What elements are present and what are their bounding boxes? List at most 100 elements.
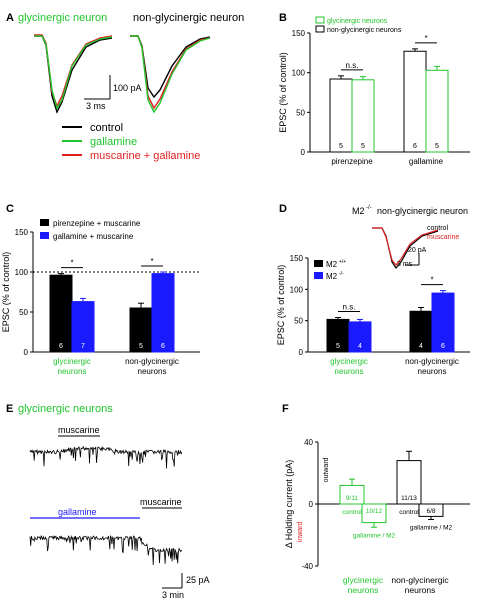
- panel-d-inset-scale-x: 3 ms: [397, 261, 413, 268]
- panel-c-chart: 0 50 100 150 EPSC (% of control) 6 7 * glycinerg…: [1, 219, 200, 376]
- significance-label: *: [424, 34, 427, 43]
- panel-e-scalebar: [162, 573, 183, 589]
- panel-b-letter: B: [279, 12, 287, 24]
- bar: [329, 78, 353, 153]
- panel-c-letter: C: [6, 203, 14, 215]
- y-tick-label: 100: [290, 285, 304, 294]
- bar: [151, 273, 175, 353]
- panel-e-trace2-label-b: muscarine: [140, 497, 182, 507]
- panel-a-left-title: glycinergic neuron: [18, 12, 107, 24]
- panel-a-legend-control: control: [90, 122, 123, 134]
- panel-e-trace2-label-a: gallamine: [58, 507, 97, 517]
- bar-n-label: 5: [336, 343, 340, 350]
- panel-e-scale-y: 25 pA: [186, 575, 210, 585]
- panel-d-inset-superscript: -/-: [366, 205, 372, 211]
- bar: [351, 79, 375, 153]
- significance-label: *: [150, 257, 153, 266]
- bar-n-label: 4: [419, 343, 423, 350]
- group-label: non-glycinergic: [391, 575, 449, 585]
- y-axis-label: Δ Holding current (pA): [284, 460, 294, 549]
- y-tick-label: 150: [15, 228, 29, 237]
- y-tick-label: 50: [294, 317, 303, 326]
- legend-label: pirenzepine + muscarine: [53, 219, 141, 228]
- legend-swatch: [314, 272, 323, 279]
- group-label: glycinergic: [330, 357, 368, 366]
- group-label: neurons: [348, 585, 379, 595]
- bar-n-label: 6: [413, 143, 417, 150]
- group-label: glycinergic: [53, 357, 91, 366]
- bar: [403, 50, 427, 153]
- legend-label: M2: [326, 272, 338, 281]
- bar-n-label: 4: [358, 343, 362, 350]
- legend-superscript: -/-: [339, 271, 344, 277]
- y-tick-label: 0: [24, 348, 29, 357]
- legend-swatch: [315, 16, 325, 24]
- group-label: gallamine: [409, 157, 444, 166]
- panel-a-legend-muscarine-gallamine: muscarine + gallamine: [90, 150, 200, 162]
- legend-swatch: [40, 219, 49, 226]
- panel-e-trace1: [29, 445, 183, 469]
- y-tick-label: 50: [19, 308, 28, 317]
- panel-d-inset-title: M2: [352, 206, 365, 216]
- panel-e-trace1-label: muscarine: [58, 425, 100, 435]
- bar-n-label: 9/11: [346, 495, 359, 502]
- y-tick-label: 100: [15, 268, 29, 277]
- significance-label: n.s.: [343, 303, 356, 312]
- panel-a-right-title: non-glycinergic neuron: [133, 12, 244, 24]
- panel-d-inset: M2 -/- non-glycinergic neuron control mu…: [352, 205, 468, 270]
- panel-f-chart: -40 0 40 Δ Holding current (pA) outward inwar…: [284, 438, 470, 595]
- bar-n-label: 11/13: [401, 495, 417, 502]
- legend-label: non-glycinergic neurons: [327, 27, 402, 34]
- legend-superscript: +/+: [339, 259, 346, 265]
- bar-n-label: 10/12: [366, 508, 383, 515]
- panel-a-scalebar: [84, 75, 111, 100]
- panel-e-trace2: [29, 534, 183, 566]
- panel-e-scale-x: 3 min: [162, 590, 184, 600]
- group-label: neurons: [58, 367, 87, 376]
- panel-d-inset-scale-y: 20 pA: [408, 247, 427, 254]
- y-tick-label: 50: [296, 108, 305, 117]
- y-axis-label: EPSC (% of control): [276, 265, 286, 346]
- inward-note: inward: [297, 521, 304, 542]
- legend-swatch: [40, 232, 49, 239]
- significance-label: *: [430, 276, 433, 285]
- panel-a-left-traces: [34, 34, 113, 114]
- bar-n-label: 5: [339, 143, 343, 150]
- panel-e-title: glycinergic neurons: [18, 403, 113, 415]
- bar-n-label: 5: [435, 143, 439, 150]
- panel-a-letter: A: [6, 12, 14, 24]
- panel-a-legend: control gallamine muscarine + gallamine: [62, 122, 200, 162]
- outward-note: outward: [323, 457, 330, 482]
- legend-label: M2: [326, 260, 338, 269]
- bar-name-label: control: [342, 509, 362, 516]
- bar-n-label: 5: [361, 143, 365, 150]
- group-label: neurons: [405, 585, 436, 595]
- group-label: neurons: [138, 367, 167, 376]
- bar-n-label: 6: [441, 343, 445, 350]
- bar-name-label: gallamine / M2: [353, 532, 396, 539]
- bar: [396, 460, 422, 505]
- panel-b-chart: 0 50 100 150 EPSC (% of control) 5 5 n.s. pirenz…: [278, 16, 470, 166]
- legend-label: gallamine + muscarine: [53, 232, 134, 241]
- y-tick-label: 150: [292, 29, 306, 38]
- panel-e-letter: E: [6, 403, 13, 415]
- y-tick-label: 100: [292, 69, 306, 78]
- y-axis-label: EPSC (% of control): [278, 52, 288, 133]
- legend-swatch: [314, 260, 323, 267]
- group-label: non-glycinergic: [405, 357, 459, 366]
- bar-n-label: 7: [81, 343, 85, 350]
- bar-n-label: 5: [139, 343, 143, 350]
- bar-name-label: gallamine / M2: [410, 525, 453, 532]
- panel-d-inset-muscarine: muscarine: [427, 234, 459, 241]
- panel-d-chart: 0 50 100 150 EPSC (% of control) 5 4 n.s. glycin…: [276, 254, 470, 376]
- panel-a-right-traces: [130, 35, 211, 114]
- panel-d-inset-control: control: [427, 225, 448, 232]
- y-tick-label: 0: [301, 148, 306, 157]
- y-tick-label: 0: [309, 500, 314, 509]
- bar-n-label: 6: [161, 343, 165, 350]
- panel-d-letter: D: [279, 203, 287, 215]
- legend-swatch: [315, 25, 325, 33]
- y-tick-label: -40: [301, 562, 313, 571]
- significance-label: *: [70, 259, 73, 268]
- y-axis-label: EPSC (% of control): [1, 252, 11, 333]
